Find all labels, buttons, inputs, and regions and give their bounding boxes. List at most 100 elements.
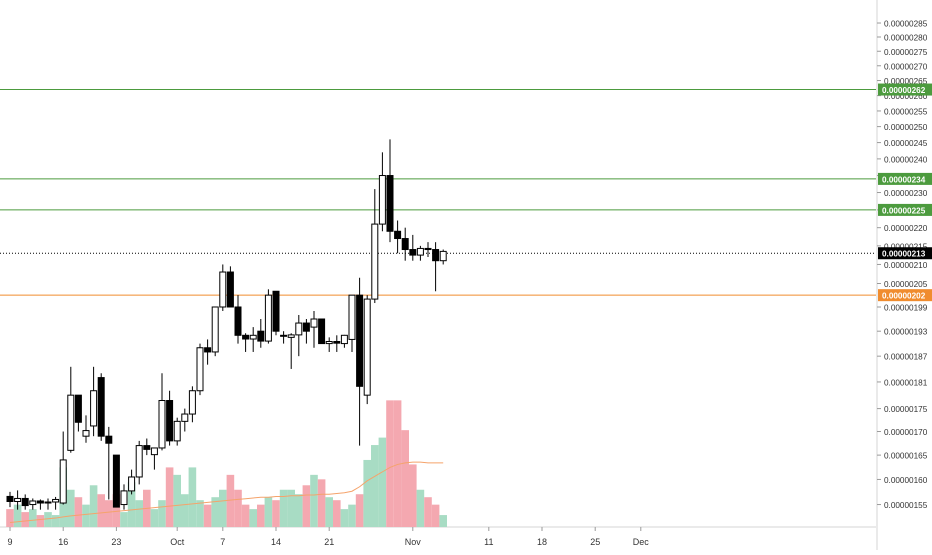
volume-bar: [363, 459, 371, 527]
x-tick-label: 21: [324, 537, 334, 547]
candle-body: [378, 175, 386, 225]
volume-bar: [74, 497, 83, 527]
y-tick-label: 0.00000205: [884, 280, 928, 289]
volume-bar: [317, 479, 326, 527]
candle-body: [416, 247, 424, 256]
volume-bar: [279, 489, 288, 527]
candle-body: [112, 454, 120, 508]
volume-bar: [44, 512, 52, 527]
volume-bar: [219, 489, 227, 527]
y-tick-label: 0.00000285: [884, 20, 928, 29]
candle-body: [181, 413, 189, 422]
y-tick-label: 0.00000240: [884, 155, 928, 164]
candle-body: [249, 334, 257, 340]
volume-bar: [302, 485, 311, 527]
candle-body: [242, 334, 250, 340]
volume-bar: [295, 494, 303, 527]
price-level-label: 0.00000262: [882, 86, 926, 95]
volume-bar: [393, 400, 402, 527]
price-level-label: 0.00000234: [882, 175, 926, 184]
volume-bar: [401, 430, 409, 527]
candle-body: [74, 394, 82, 423]
candle-body: [234, 306, 242, 336]
y-tick-label: 0.00000270: [884, 62, 928, 71]
volume-bar: [67, 489, 75, 527]
volume-bar: [105, 500, 113, 527]
y-tick-label: 0.00000187: [884, 353, 928, 362]
volume-bar: [325, 497, 333, 527]
candle-body: [128, 476, 136, 492]
volume-bar: [424, 497, 432, 527]
y-tick-label: 0.00000165: [884, 452, 928, 461]
candle-body: [310, 318, 318, 328]
candle-body: [356, 294, 364, 387]
candle-body: [44, 501, 52, 504]
candle-body: [302, 322, 310, 332]
candle-body: [188, 390, 196, 415]
candle-body: [29, 500, 37, 506]
candle-body: [82, 430, 90, 437]
volume-bar: [13, 504, 22, 527]
x-tick-label: 11: [484, 537, 493, 547]
y-tick-label: 0.00000230: [884, 189, 928, 198]
volume-bar: [340, 509, 349, 527]
candle-body: [120, 490, 128, 506]
x-tick-label: Dec: [633, 537, 650, 547]
x-tick-label: Oct: [170, 537, 185, 547]
candle-body: [204, 347, 212, 353]
candle-body: [409, 249, 417, 256]
candle-body: [14, 497, 22, 502]
candle-body: [318, 318, 326, 345]
volume-bar: [241, 504, 250, 527]
y-tick-label: 0.00000181: [884, 378, 928, 387]
volume-bar: [158, 500, 166, 527]
candle-body: [59, 459, 67, 504]
volume-bar: [355, 494, 364, 527]
volume-bar: [386, 400, 394, 527]
y-tick-label: 0.00000220: [884, 224, 928, 233]
candle-body: [52, 498, 60, 503]
candle-body: [371, 223, 379, 300]
x-tick-label: 25: [590, 537, 600, 547]
candle-body: [135, 445, 143, 478]
price-level-badge: [878, 172, 932, 185]
volume-bar: [371, 445, 379, 527]
volume-bar: [439, 515, 447, 527]
candle-body: [439, 250, 447, 262]
volume-bar: [36, 515, 45, 527]
y-tick-label: 0.00000199: [884, 303, 928, 312]
volume-bar: [211, 497, 219, 527]
candle-body: [363, 298, 371, 396]
price-level-badge: [878, 289, 932, 302]
candle-body: [105, 435, 113, 444]
x-tick-label: 9: [7, 537, 12, 547]
x-tick-label: 7: [220, 537, 225, 547]
candle-body: [97, 377, 105, 437]
volume-bar: [378, 437, 387, 527]
volume-bar: [196, 500, 204, 527]
candle-body: [280, 334, 288, 337]
volume-bar: [287, 489, 295, 527]
candle-body: [325, 341, 333, 345]
volume-bar: [310, 474, 318, 527]
y-tick-label: 0.00000170: [884, 428, 928, 437]
candle-body: [272, 290, 280, 332]
candle-body: [21, 497, 29, 507]
price-level-label: 0.00000225: [882, 206, 926, 215]
candle-body: [67, 394, 75, 451]
candle-body: [394, 230, 402, 240]
candle-body: [257, 330, 265, 342]
volume-bar: [127, 482, 136, 527]
volume-bar: [431, 504, 440, 527]
candle-body: [219, 271, 227, 308]
candle-body: [264, 294, 272, 342]
volume-bar: [181, 494, 189, 527]
x-tick-label: 18: [537, 537, 547, 547]
volume-bar: [348, 504, 356, 527]
volume-bar: [409, 464, 417, 527]
y-tick-label: 0.00000275: [884, 48, 928, 57]
volume-bar: [203, 504, 212, 527]
x-tick-label: 14: [271, 537, 281, 547]
